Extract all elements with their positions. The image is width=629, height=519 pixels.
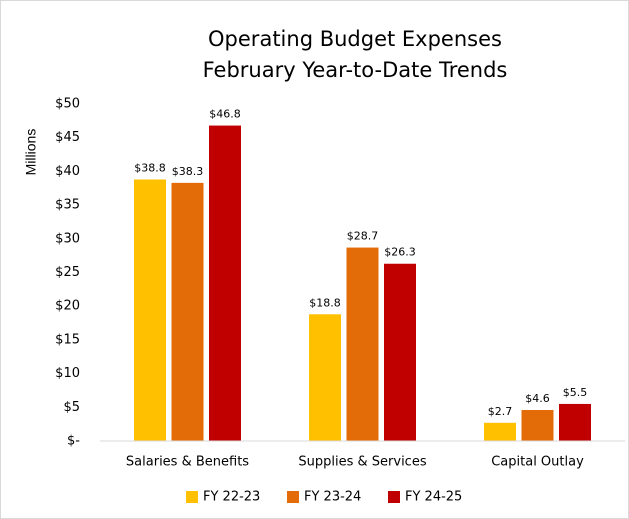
value-label: $4.6 [525, 392, 550, 405]
bar [384, 263, 416, 441]
legend-swatch [388, 491, 400, 503]
bar [521, 409, 554, 441]
legend-label: FY 22-23 [203, 490, 260, 505]
y-tick-label: $10 [55, 366, 80, 381]
x-tick-label: Supplies & Services [298, 455, 426, 470]
bar [134, 179, 166, 441]
value-label: $28.7 [347, 230, 379, 243]
y-tick-label: $- [67, 434, 80, 449]
y-tick-label: $45 [55, 130, 80, 145]
y-tick-label: $30 [55, 231, 80, 246]
chart-title: Operating Budget Expenses [208, 27, 502, 51]
bar [171, 182, 204, 441]
y-tick-label: $50 [55, 97, 80, 112]
chart-subtitle: February Year-to-Date Trends [203, 58, 508, 82]
legend-swatch [287, 491, 299, 503]
legend-label: FY 23-24 [304, 490, 361, 505]
x-tick-label: Capital Outlay [491, 455, 584, 470]
y-tick-label: $5 [63, 400, 80, 415]
y-tick-label: $40 [55, 164, 80, 179]
y-tick-label: $25 [55, 265, 80, 280]
value-label: $2.7 [488, 405, 513, 418]
legend-swatch [186, 491, 198, 503]
value-label: $38.3 [172, 165, 204, 178]
x-tick-label: Salaries & Benefits [126, 455, 249, 470]
value-label: $38.8 [134, 161, 166, 174]
value-label: $5.5 [563, 386, 588, 399]
legend-label: FY 24-25 [405, 490, 462, 505]
bar [484, 422, 516, 441]
bar [559, 403, 591, 441]
bar [209, 125, 241, 442]
value-label: $26.3 [384, 246, 416, 259]
bar [309, 314, 341, 441]
y-tick-label: $20 [55, 299, 80, 314]
value-label: $18.8 [309, 296, 341, 309]
y-tick-label: $35 [55, 198, 80, 213]
y-axis-title: Millions [23, 129, 39, 176]
y-tick-label: $15 [55, 332, 80, 347]
value-label: $46.8 [209, 108, 241, 121]
bar [346, 247, 379, 441]
